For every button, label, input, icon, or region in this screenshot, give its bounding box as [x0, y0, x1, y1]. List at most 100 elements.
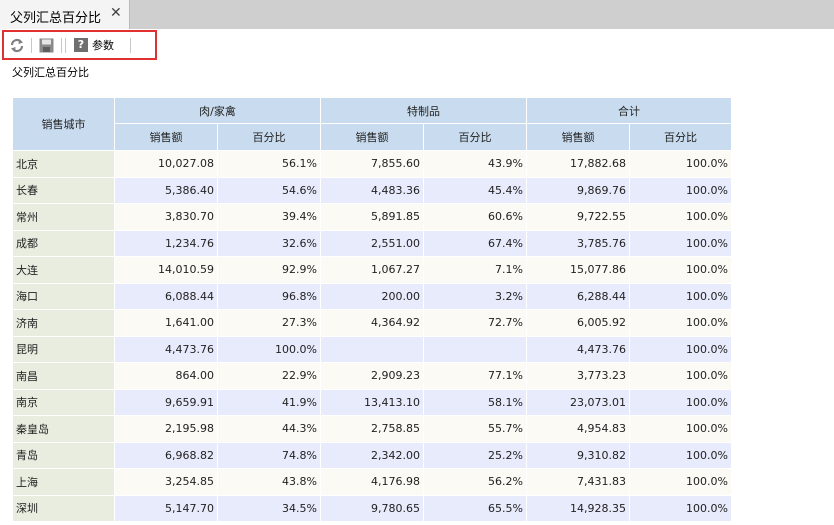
cell-special-sales: 13,413.10	[320, 388, 424, 416]
cell-meat-percent: 43.8%	[217, 468, 321, 496]
cell-special-sales: 2,551.00	[320, 229, 424, 257]
cell-total-percent: 100.0%	[629, 494, 732, 522]
cell-meat-percent: 56.1%	[217, 150, 321, 178]
cell-meat-sales: 10,027.08	[114, 150, 218, 178]
header-sales: 销售额	[320, 123, 424, 151]
cell-total-percent: 100.0%	[629, 335, 732, 363]
cell-city: 济南	[12, 309, 115, 337]
cell-special-percent: 7.1%	[423, 256, 527, 284]
cell-special-percent: 56.2%	[423, 468, 527, 496]
cell-meat-sales: 9,659.91	[114, 388, 218, 416]
cell-total-percent: 100.0%	[629, 203, 732, 231]
cell-special-percent: 55.7%	[423, 415, 527, 443]
report-body: 北京 10,027.08 56.1% 7,855.60 43.9% 17,882.68 10…	[12, 150, 732, 522]
cell-meat-percent: 92.9%	[217, 256, 321, 284]
cell-total-sales: 15,077.86	[526, 256, 630, 284]
cell-meat-percent: 100.0%	[217, 335, 321, 363]
cell-special-sales: 9,780.65	[320, 494, 424, 522]
header-sales: 销售额	[526, 123, 630, 151]
table-row: 秦皇岛 2,195.98 44.3% 2,758.85 55.7% 4,954.83 100…	[12, 415, 732, 443]
cell-total-sales: 17,882.68	[526, 150, 630, 178]
params-button[interactable]: ? 参数	[74, 37, 114, 53]
cell-total-sales: 3,773.23	[526, 362, 630, 390]
header-percent: 百分比	[217, 123, 321, 151]
cell-city: 常州	[12, 203, 115, 231]
header-group: 合计	[526, 97, 732, 124]
header-group: 特制品	[320, 97, 527, 124]
cell-special-sales: 4,483.36	[320, 176, 424, 204]
save-icon	[39, 38, 54, 52]
cell-total-percent: 100.0%	[629, 468, 732, 496]
cell-special-percent: 65.5%	[423, 494, 527, 522]
refresh-button[interactable]	[10, 37, 24, 53]
cell-special-sales: 2,342.00	[320, 441, 424, 469]
cell-special-percent: 25.2%	[423, 441, 527, 469]
cell-meat-sales: 864.00	[114, 362, 218, 390]
cell-special-sales: 2,909.23	[320, 362, 424, 390]
cell-special-percent	[423, 335, 527, 363]
table-row: 长春 5,386.40 54.6% 4,483.36 45.4% 9,869.76 100.…	[12, 176, 732, 204]
cell-total-sales: 7,431.83	[526, 468, 630, 496]
close-icon[interactable]: ✕	[110, 5, 122, 21]
save-button[interactable]	[39, 37, 54, 53]
table-row: 南昌 864.00 22.9% 2,909.23 77.1% 3,773.23 100.0%	[12, 362, 732, 390]
table-row: 上海 3,254.85 43.8% 4,176.98 56.2% 7,431.83 100.…	[12, 468, 732, 496]
cell-total-percent: 100.0%	[629, 176, 732, 204]
toolbar-separator	[61, 38, 62, 53]
cell-special-percent: 72.7%	[423, 309, 527, 337]
refresh-icon	[10, 38, 24, 52]
params-label: 参数	[92, 39, 114, 52]
cell-total-sales: 9,869.76	[526, 176, 630, 204]
tab-title: 父列汇总百分比	[10, 11, 102, 26]
toolbar-separator	[130, 38, 131, 53]
question-icon: ?	[74, 38, 88, 52]
cell-meat-percent: 74.8%	[217, 441, 321, 469]
cell-special-sales: 5,891.85	[320, 203, 424, 231]
cell-special-sales: 4,364.92	[320, 309, 424, 337]
cell-special-sales	[320, 335, 424, 363]
cell-total-sales: 14,928.35	[526, 494, 630, 522]
cell-total-sales: 23,073.01	[526, 388, 630, 416]
cell-meat-sales: 5,147.70	[114, 494, 218, 522]
toolbar: ? 参数	[2, 30, 157, 60]
table-row: 昆明 4,473.76 100.0% 4,473.76 100.0%	[12, 335, 732, 363]
cell-total-sales: 9,722.55	[526, 203, 630, 231]
cell-meat-percent: 41.9%	[217, 388, 321, 416]
header-sales: 销售额	[114, 123, 218, 151]
cell-special-percent: 77.1%	[423, 362, 527, 390]
cell-meat-sales: 2,195.98	[114, 415, 218, 443]
cell-special-sales: 200.00	[320, 282, 424, 310]
cell-total-sales: 9,310.82	[526, 441, 630, 469]
cell-meat-percent: 39.4%	[217, 203, 321, 231]
cell-special-sales: 4,176.98	[320, 468, 424, 496]
cell-city: 北京	[12, 150, 115, 178]
cell-meat-sales: 6,088.44	[114, 282, 218, 310]
cell-special-percent: 43.9%	[423, 150, 527, 178]
cell-meat-percent: 34.5%	[217, 494, 321, 522]
tab-bar: 父列汇总百分比 ✕	[0, 0, 834, 29]
cell-total-sales: 6,005.92	[526, 309, 630, 337]
header-city: 销售城市	[12, 97, 115, 151]
cell-total-sales: 3,785.76	[526, 229, 630, 257]
cell-meat-percent: 27.3%	[217, 309, 321, 337]
table-row: 青岛 6,968.82 74.8% 2,342.00 25.2% 9,310.82 100.…	[12, 441, 732, 469]
cell-meat-percent: 44.3%	[217, 415, 321, 443]
cell-special-percent: 67.4%	[423, 229, 527, 257]
table-row: 成都 1,234.76 32.6% 2,551.00 67.4% 3,785.76 100.…	[12, 229, 732, 257]
cell-special-sales: 7,855.60	[320, 150, 424, 178]
cell-special-percent: 45.4%	[423, 176, 527, 204]
cell-total-percent: 100.0%	[629, 256, 732, 284]
cell-meat-sales: 1,234.76	[114, 229, 218, 257]
cell-special-percent: 60.6%	[423, 203, 527, 231]
cell-city: 南昌	[12, 362, 115, 390]
cell-meat-sales: 3,830.70	[114, 203, 218, 231]
cell-meat-percent: 54.6%	[217, 176, 321, 204]
table-row: 大连 14,010.59 92.9% 1,067.27 7.1% 15,077.86 100…	[12, 256, 732, 284]
header-percent: 百分比	[423, 123, 527, 151]
cell-meat-percent: 22.9%	[217, 362, 321, 390]
header-percent: 百分比	[629, 123, 732, 151]
tab-report[interactable]: 父列汇总百分比 ✕	[0, 0, 130, 29]
table-row: 济南 1,641.00 27.3% 4,364.92 72.7% 6,005.92 100.…	[12, 309, 732, 337]
cell-special-sales: 1,067.27	[320, 256, 424, 284]
cell-special-percent: 58.1%	[423, 388, 527, 416]
